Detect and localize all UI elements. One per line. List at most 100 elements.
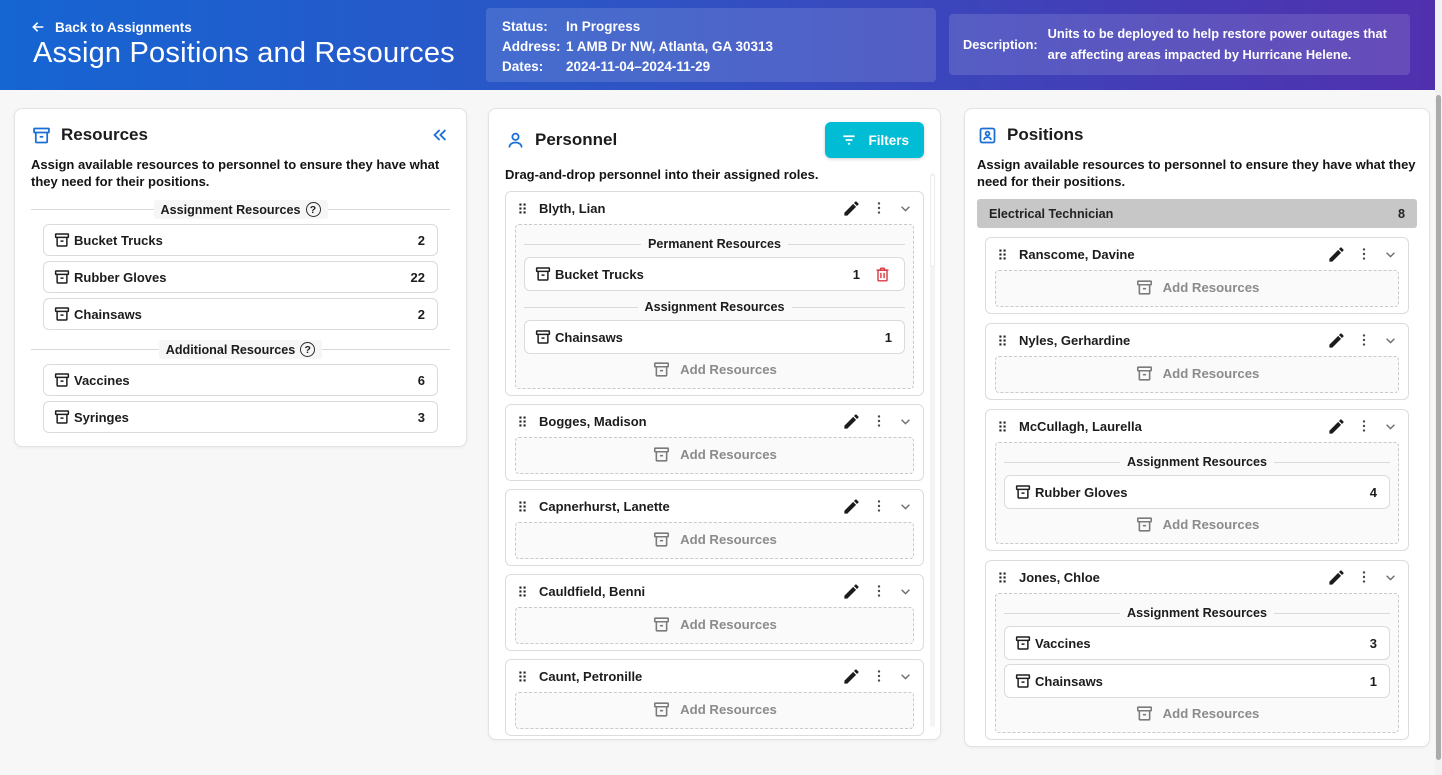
- edit-pencil-icon[interactable]: [1327, 331, 1346, 350]
- edit-pencil-icon[interactable]: [842, 412, 861, 431]
- chevron-down-icon[interactable]: [897, 583, 914, 600]
- add-resources-button[interactable]: Add Resources: [1002, 360, 1392, 387]
- edit-pencil-icon[interactable]: [842, 582, 861, 601]
- add-resources-button[interactable]: Add Resources: [522, 696, 907, 723]
- kebab-menu-icon[interactable]: [1356, 418, 1372, 434]
- kebab-menu-icon[interactable]: [871, 200, 887, 216]
- resource-item[interactable]: Vaccines 3: [1004, 626, 1390, 661]
- card-resource-area[interactable]: Permanent Resources Bucket Trucks 1 Assi…: [515, 224, 914, 390]
- card-resource-area[interactable]: Add Resources: [995, 356, 1399, 394]
- drag-handle-icon[interactable]: [515, 584, 530, 599]
- chevron-down-icon[interactable]: [897, 200, 914, 217]
- person-name: Bogges, Madison: [539, 413, 647, 429]
- add-resources-button[interactable]: Add Resources: [1002, 511, 1392, 538]
- resource-item[interactable]: Bucket Trucks 1: [524, 257, 905, 292]
- resources-panel-title: Resources: [61, 125, 148, 144]
- person-card[interactable]: Jones, Chloe: [985, 560, 1409, 741]
- resource-item[interactable]: Rubber Gloves 4: [1004, 475, 1390, 510]
- help-circle-icon[interactable]: ?: [305, 202, 321, 218]
- page-scrollbar[interactable]: [1435, 0, 1442, 775]
- chevron-down-icon[interactable]: [897, 668, 914, 685]
- add-resources-box-icon: [652, 700, 671, 719]
- back-link-label: Back to Assignments: [55, 19, 192, 35]
- resource-item[interactable]: Syringes 3: [43, 401, 438, 434]
- edit-pencil-icon[interactable]: [1327, 568, 1346, 587]
- resource-item[interactable]: Rubber Gloves 22: [43, 261, 438, 294]
- edit-pencil-icon[interactable]: [1327, 245, 1346, 264]
- collapse-double-chevron-icon[interactable]: [430, 125, 450, 145]
- kebab-menu-icon[interactable]: [871, 583, 887, 599]
- person-card[interactable]: McCullagh, Laurella: [985, 409, 1409, 552]
- personnel-scrollbar[interactable]: [930, 173, 935, 727]
- add-resources-button[interactable]: Add Resources: [1002, 700, 1392, 727]
- back-to-assignments-link[interactable]: Back to Assignments: [30, 19, 192, 35]
- edit-pencil-icon[interactable]: [842, 667, 861, 686]
- card-resource-area[interactable]: Assignment Resources Rubber Gloves 4 Add…: [995, 442, 1399, 545]
- personnel-scrollbar-thumb[interactable]: [930, 175, 935, 267]
- kebab-menu-icon[interactable]: [1356, 246, 1372, 262]
- edit-pencil-icon[interactable]: [842, 497, 861, 516]
- drag-handle-icon[interactable]: [995, 570, 1010, 585]
- add-resources-button[interactable]: Add Resources: [522, 526, 907, 553]
- person-card[interactable]: Ranscome, Davine: [985, 237, 1409, 315]
- person-card[interactable]: Bogges, Madison: [505, 404, 924, 482]
- drag-handle-icon[interactable]: [995, 333, 1010, 348]
- add-resources-box-icon: [652, 615, 671, 634]
- person-name: Cauldfield, Benni: [539, 583, 646, 599]
- resource-item[interactable]: Chainsaws 2: [43, 298, 438, 331]
- kebab-menu-icon[interactable]: [871, 413, 887, 429]
- drag-handle-icon[interactable]: [995, 247, 1010, 262]
- chevron-down-icon[interactable]: [897, 413, 914, 430]
- resource-box-icon: [53, 305, 71, 323]
- kebab-menu-icon[interactable]: [871, 668, 887, 684]
- kebab-menu-icon[interactable]: [1356, 569, 1372, 585]
- person-name: Jones, Chloe: [1019, 569, 1100, 585]
- edit-pencil-icon[interactable]: [842, 199, 861, 218]
- drag-handle-icon[interactable]: [515, 201, 530, 216]
- card-resource-area[interactable]: Add Resources: [515, 607, 914, 645]
- chevron-down-icon[interactable]: [1382, 246, 1399, 263]
- position-group-header[interactable]: Electrical Technician 8: [977, 199, 1417, 229]
- chevron-down-icon[interactable]: [897, 498, 914, 515]
- resource-item[interactable]: Chainsaws 1: [1004, 664, 1390, 699]
- person-card[interactable]: Cauldfield, Benni: [505, 574, 924, 652]
- delete-trash-icon[interactable]: [873, 265, 892, 284]
- add-resources-box-icon: [1135, 704, 1154, 723]
- drag-handle-icon[interactable]: [515, 669, 530, 684]
- filters-button[interactable]: Filters: [825, 122, 924, 158]
- status-label: Status:: [502, 19, 548, 34]
- card-resource-area[interactable]: Assignment Resources Vaccines 3 Chainsaw…: [995, 593, 1399, 734]
- kebab-menu-icon[interactable]: [871, 498, 887, 514]
- add-resources-label: Add Resources: [680, 447, 777, 463]
- person-card[interactable]: Caunt, Petronille: [505, 659, 924, 737]
- add-resources-button[interactable]: Add Resources: [522, 356, 907, 383]
- resource-item[interactable]: Chainsaws 1: [524, 320, 905, 355]
- chevron-down-icon[interactable]: [1382, 418, 1399, 435]
- drag-handle-icon[interactable]: [995, 419, 1010, 434]
- resources-box-icon: [31, 125, 52, 146]
- personnel-panel-description: Drag-and-drop personnel into their assig…: [505, 167, 819, 182]
- chevron-down-icon[interactable]: [1382, 569, 1399, 586]
- card-resource-area[interactable]: Add Resources: [515, 692, 914, 730]
- drag-handle-icon[interactable]: [515, 414, 530, 429]
- kebab-menu-icon[interactable]: [1356, 332, 1372, 348]
- resource-box-icon: [1014, 634, 1032, 652]
- page-scrollbar-thumb[interactable]: [1436, 95, 1441, 760]
- person-card[interactable]: Nyles, Gerhardine: [985, 323, 1409, 401]
- person-card[interactable]: Blyth, Lian: [505, 191, 924, 397]
- add-resources-button[interactable]: Add Resources: [522, 441, 907, 468]
- add-resources-button[interactable]: Add Resources: [1002, 274, 1392, 301]
- person-card[interactable]: Capnerhurst, Lanette: [505, 489, 924, 567]
- resource-item[interactable]: Vaccines 6: [43, 364, 438, 397]
- resource-item[interactable]: Bucket Trucks 2: [43, 224, 438, 257]
- resource-name: Chainsaws: [74, 306, 142, 322]
- section-divider: Assignment Resources: [524, 298, 906, 316]
- card-resource-area[interactable]: Add Resources: [515, 522, 914, 560]
- card-resource-area[interactable]: Add Resources: [515, 437, 914, 475]
- add-resources-button[interactable]: Add Resources: [522, 611, 907, 638]
- drag-handle-icon[interactable]: [515, 499, 530, 514]
- edit-pencil-icon[interactable]: [1327, 417, 1346, 436]
- chevron-down-icon[interactable]: [1382, 332, 1399, 349]
- help-circle-icon[interactable]: ?: [300, 342, 316, 358]
- card-resource-area[interactable]: Add Resources: [995, 270, 1399, 308]
